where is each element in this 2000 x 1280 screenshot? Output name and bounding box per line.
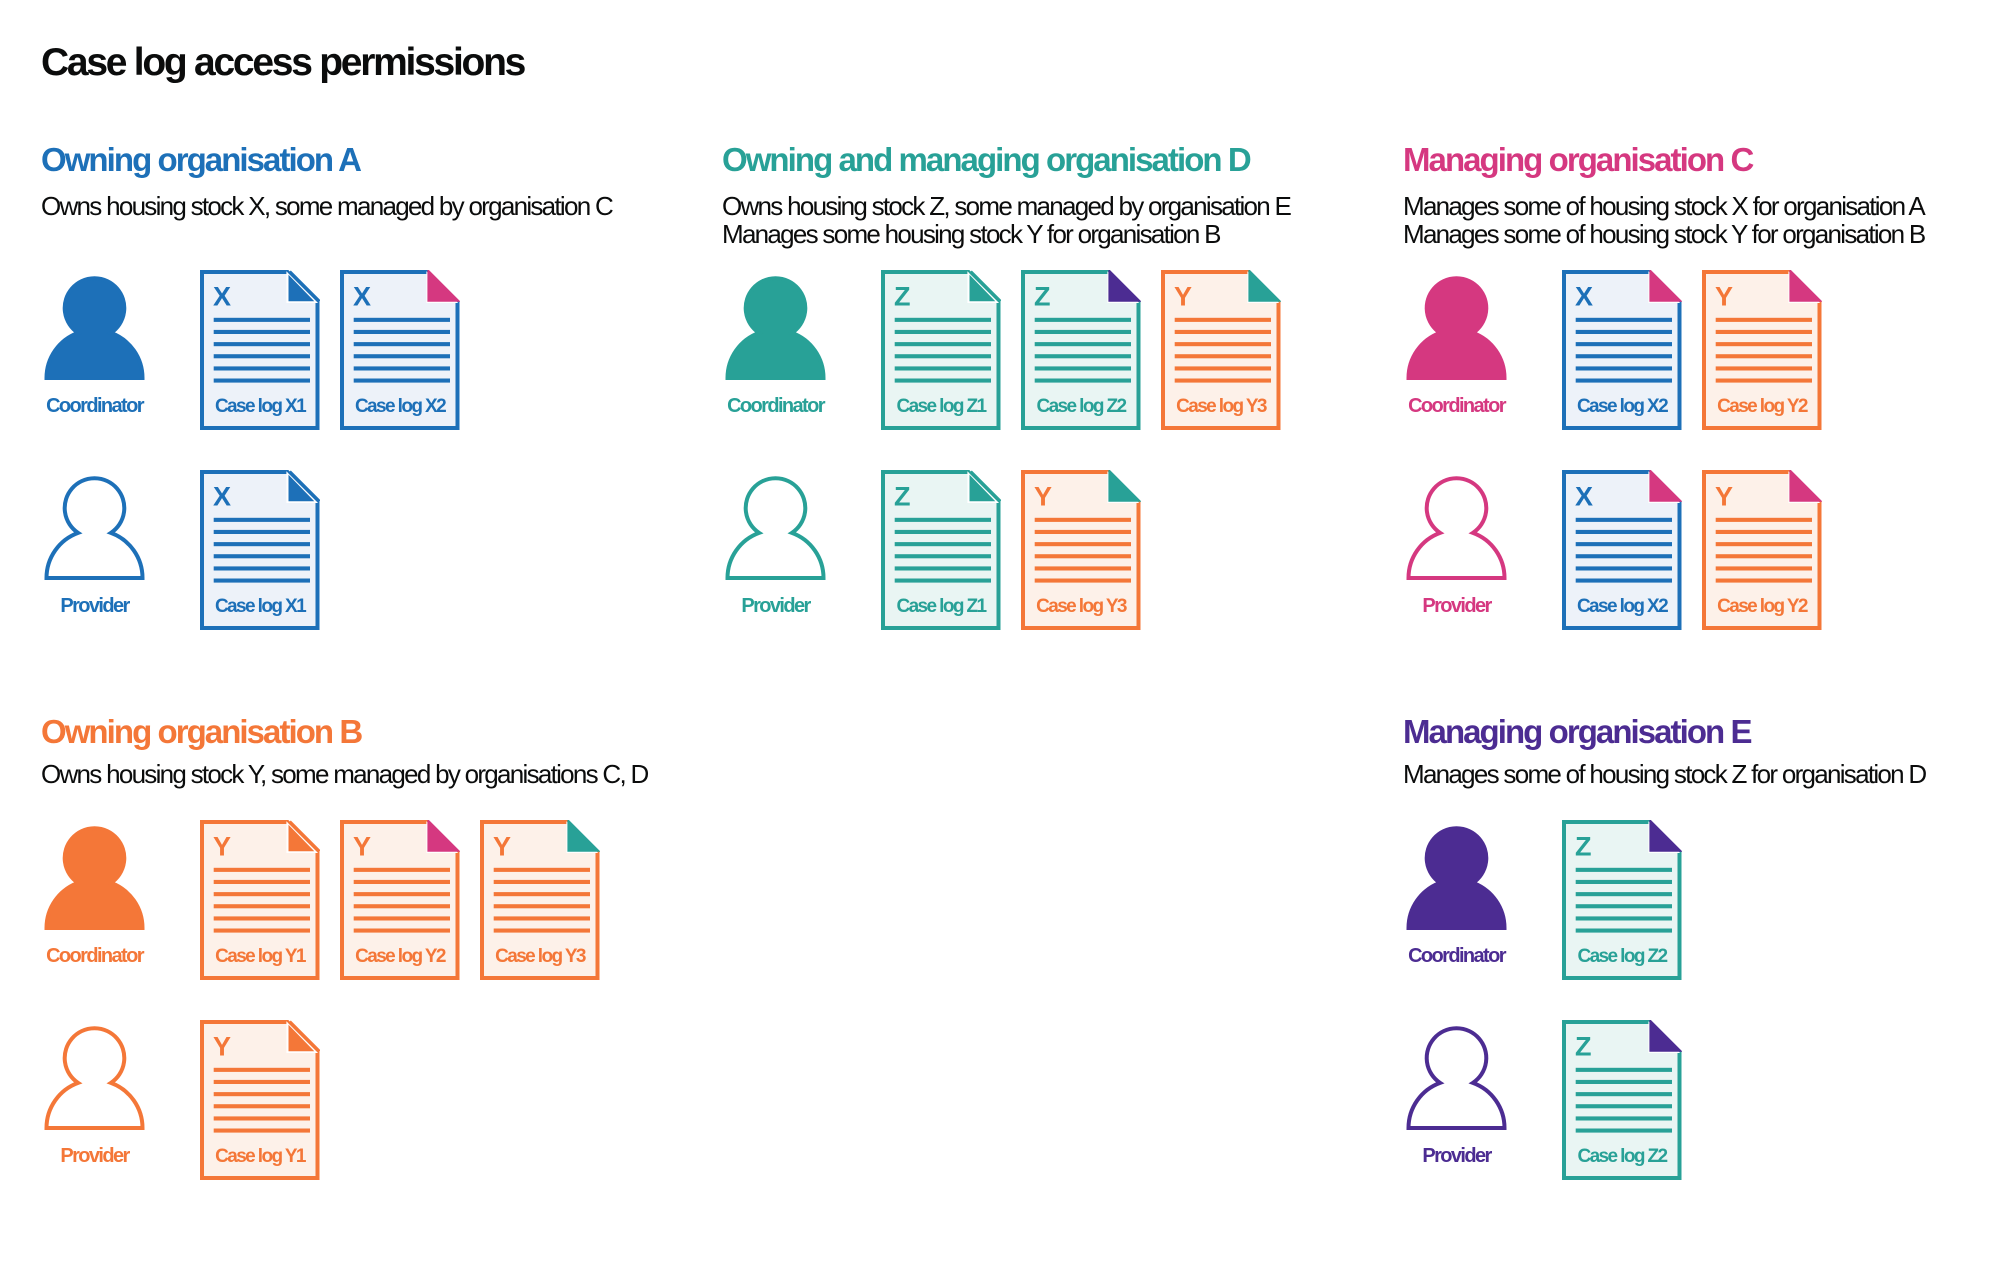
svg-text:Case log Z1: Case log Z1 [896,396,987,417]
svg-text:X: X [213,482,231,512]
svg-text:Case log X2: Case log X2 [1577,596,1668,617]
svg-text:Y: Y [353,832,371,862]
svg-text:Case log Y1: Case log Y1 [215,1146,307,1167]
svg-text:Z: Z [894,282,911,312]
svg-text:Case log Y2: Case log Y2 [1717,596,1808,617]
svg-text:Case log Y3: Case log Y3 [1036,596,1127,617]
svg-text:Case log Z2: Case log Z2 [1577,1146,1667,1167]
svg-text:X: X [1575,482,1593,512]
svg-text:Case log Z2: Case log Z2 [1036,396,1126,417]
svg-text:Y: Y [1715,482,1733,512]
svg-text:Case log Y3: Case log Y3 [495,946,586,967]
svg-text:Z: Z [894,482,911,512]
svg-text:Case log X1: Case log X1 [215,396,307,417]
svg-text:X: X [1575,282,1593,312]
svg-text:Y: Y [493,832,511,862]
svg-text:X: X [353,282,371,312]
svg-text:Y: Y [213,1032,231,1062]
svg-text:Case log Y2: Case log Y2 [1717,396,1808,417]
svg-text:Z: Z [1034,282,1051,312]
svg-text:Case log X2: Case log X2 [1577,396,1668,417]
svg-text:Case log X1: Case log X1 [215,596,307,617]
svg-text:Case log Z1: Case log Z1 [896,596,987,617]
svg-text:Z: Z [1575,1032,1592,1062]
svg-text:Case log X2: Case log X2 [355,396,446,417]
svg-text:Case log Y2: Case log Y2 [355,946,446,967]
svg-text:Case log Y1: Case log Y1 [215,946,307,967]
svg-text:Case log Z2: Case log Z2 [1577,946,1667,967]
svg-text:Z: Z [1575,832,1592,862]
svg-text:Y: Y [1034,482,1052,512]
svg-text:X: X [213,282,231,312]
svg-text:Case log Y3: Case log Y3 [1176,396,1267,417]
svg-text:Y: Y [1174,282,1192,312]
svg-text:Y: Y [213,832,231,862]
svg-text:Y: Y [1715,282,1733,312]
